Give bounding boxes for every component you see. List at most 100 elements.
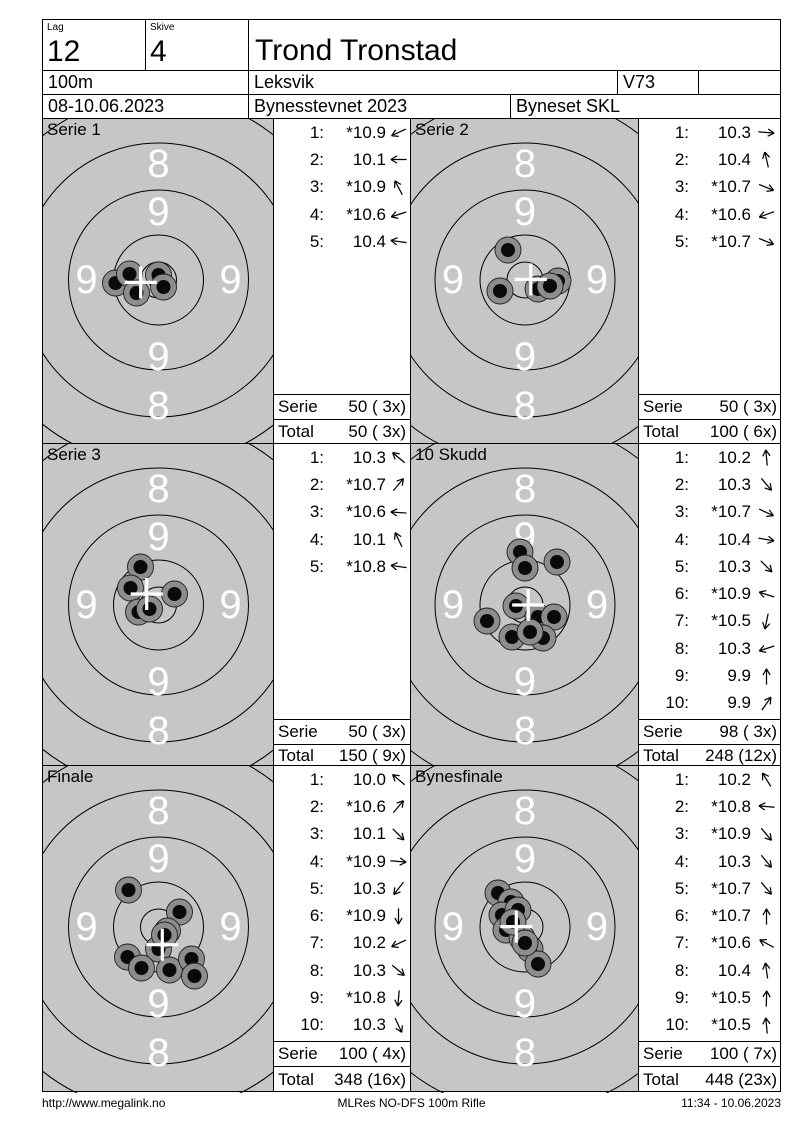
class-cell: V73 bbox=[617, 70, 698, 94]
shot-direction-arrow-icon bbox=[391, 452, 405, 464]
ring-label: 9 bbox=[514, 190, 536, 234]
target-ring bbox=[411, 142, 639, 418]
mpi-cross bbox=[130, 578, 163, 610]
shot-row: 5: 10.3 bbox=[274, 875, 410, 902]
arrow-stroke bbox=[768, 238, 774, 246]
arrow-stroke bbox=[763, 152, 769, 168]
shot-hole bbox=[494, 236, 522, 264]
arrow-stroke bbox=[761, 773, 763, 781]
target-ring bbox=[113, 559, 204, 651]
shot-index: 9: bbox=[674, 988, 689, 1008]
ring-label: 8 bbox=[147, 467, 169, 511]
skive-value: 4 bbox=[150, 35, 167, 68]
shot-value: 10.2 bbox=[352, 933, 386, 953]
arrow-stroke bbox=[758, 591, 764, 598]
shot-value: 10.3 bbox=[717, 638, 751, 658]
shooter-name: Trond Tronstad bbox=[248, 19, 781, 70]
shot-direction bbox=[386, 447, 410, 468]
serie-label: Serie bbox=[643, 1044, 683, 1063]
total-row: Total 348 (16x) bbox=[274, 1066, 410, 1092]
shot-hole-inner bbox=[162, 963, 177, 977]
ring-label: 8 bbox=[147, 789, 169, 833]
empty-cell bbox=[698, 70, 781, 94]
target-graphic: 899 998 bbox=[411, 444, 639, 766]
arrow-stroke bbox=[400, 1025, 403, 1033]
shot-row: 10: 10.3 bbox=[274, 1012, 410, 1039]
arrow-stroke bbox=[758, 591, 774, 598]
arrow-stroke bbox=[764, 962, 770, 970]
shot-direction-arrow-icon bbox=[390, 211, 406, 220]
arrow-stroke bbox=[763, 487, 772, 492]
shot-direction-arrow-icon bbox=[758, 589, 774, 598]
arrow-stroke bbox=[391, 452, 405, 464]
shot-direction bbox=[751, 666, 781, 687]
shot-direction-arrow-icon bbox=[393, 908, 403, 925]
target-ring bbox=[68, 189, 249, 371]
serie-label: Serie bbox=[278, 1044, 318, 1063]
shot-hole bbox=[127, 553, 154, 581]
total-label: Total bbox=[643, 745, 679, 765]
arrow-stroke bbox=[764, 963, 768, 979]
shot-row: 5: 10.4 bbox=[274, 228, 410, 255]
shot-index: 10: bbox=[665, 693, 689, 713]
shot-hole bbox=[150, 273, 177, 301]
shot-index: 4: bbox=[309, 851, 324, 871]
shot-direction-arrow-icon bbox=[761, 772, 771, 787]
shot-direction-arrow-icon bbox=[391, 828, 404, 841]
shot-hole bbox=[102, 269, 129, 297]
shot-direction-arrow-icon bbox=[761, 990, 771, 1007]
arrow-stroke bbox=[395, 800, 404, 805]
target-cell: 10 Skudd 8 9 9 9 9 8 bbox=[410, 443, 639, 766]
arrow-stroke bbox=[390, 940, 396, 948]
shot-index: 3: bbox=[309, 502, 324, 522]
shot-direction-arrow-icon bbox=[391, 965, 405, 977]
arrow-stroke bbox=[767, 128, 774, 134]
arrow-stroke bbox=[768, 184, 774, 191]
total-value: 248 (12x) bbox=[705, 745, 777, 765]
shot-hole bbox=[511, 554, 539, 582]
shot-direction-arrow-icon bbox=[761, 668, 771, 685]
arrow-stroke bbox=[390, 211, 406, 218]
shot-direction bbox=[751, 960, 781, 981]
arrow-stroke bbox=[765, 514, 773, 517]
shot-hole-inner bbox=[501, 243, 515, 257]
panel-title: Bynesfinale bbox=[415, 767, 503, 786]
shot-list: 1: 10.2 2: 10.3 3: *10.7 4: 10.4 5: 10.3 6: *10.9 7:… bbox=[639, 444, 781, 717]
shot-direction bbox=[386, 988, 410, 1009]
arrow-stroke bbox=[390, 562, 398, 567]
shot-row: 6: *10.9 bbox=[274, 902, 410, 929]
arrow-stroke bbox=[758, 650, 766, 654]
shot-index: 3: bbox=[309, 177, 324, 197]
arrow-stroke bbox=[392, 478, 404, 492]
shot-value: *10.7 bbox=[711, 502, 751, 522]
arrow-stroke bbox=[758, 805, 775, 809]
shot-direction bbox=[386, 769, 410, 790]
ring-label: 9 bbox=[586, 583, 608, 627]
shot-value: 10.0 bbox=[352, 769, 386, 789]
shot-index: 8: bbox=[674, 638, 689, 658]
shot-row: 5: *10.7 bbox=[639, 875, 781, 902]
arrow-stroke bbox=[390, 240, 407, 244]
shot-index: 2: bbox=[674, 474, 689, 494]
shot-direction-arrow-icon bbox=[758, 211, 774, 220]
arrow-stroke bbox=[758, 211, 764, 218]
shot-hole bbox=[136, 595, 163, 623]
footer-program: MLRes NO-DFS 100m Rifle bbox=[337, 1096, 486, 1110]
shot-value: *10.9 bbox=[346, 177, 386, 197]
shot-hole bbox=[181, 962, 208, 990]
arrow-stroke bbox=[393, 998, 398, 1006]
arrow-stroke bbox=[758, 645, 774, 652]
arrow-stroke bbox=[758, 939, 764, 947]
shot-index: 9: bbox=[309, 988, 324, 1008]
shot-hole-inner bbox=[121, 883, 136, 897]
serie-value: 50 ( 3x) bbox=[719, 397, 777, 416]
arrow-stroke bbox=[401, 800, 404, 809]
shot-direction-arrow-icon bbox=[390, 237, 407, 246]
shot-direction-arrow-icon bbox=[761, 152, 770, 168]
shot-index: 2: bbox=[674, 149, 689, 169]
arrow-stroke bbox=[394, 532, 402, 548]
shot-direction bbox=[751, 149, 781, 170]
arrow-stroke bbox=[391, 135, 399, 138]
shot-direction bbox=[751, 529, 781, 550]
shot-direction-arrow-icon bbox=[390, 155, 407, 165]
